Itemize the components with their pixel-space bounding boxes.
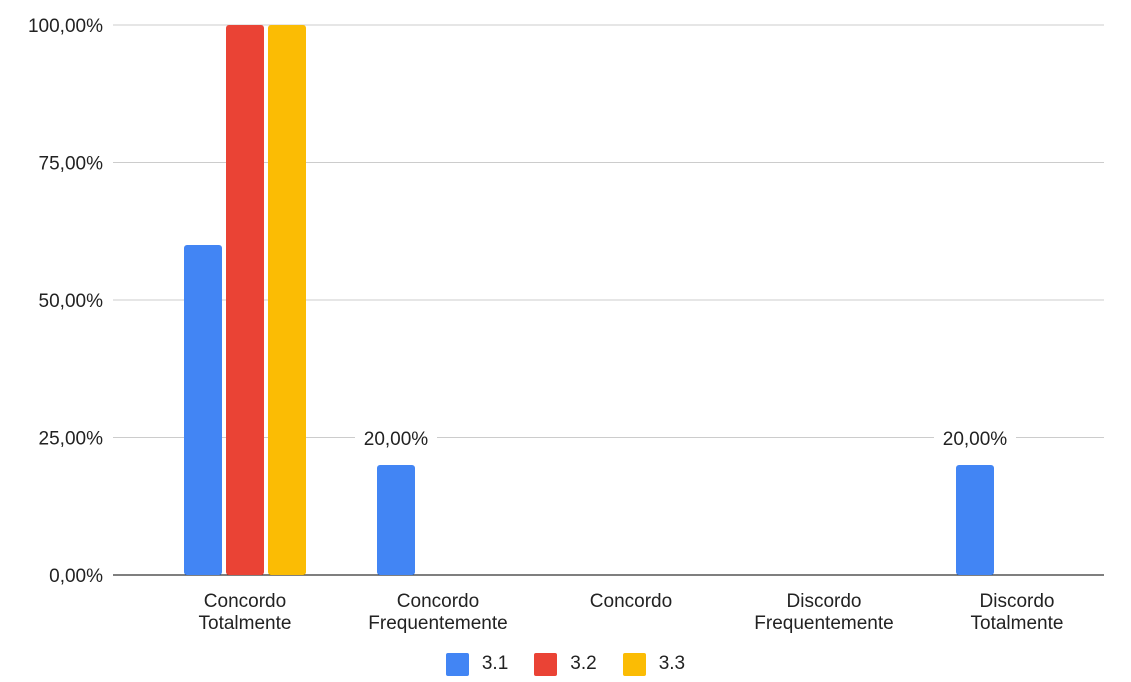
legend: 3.1 3.2 3.3 bbox=[0, 650, 1131, 678]
legend-label: 3.1 bbox=[481, 653, 509, 674]
x-category-label: Concordo Frequentemente bbox=[368, 591, 507, 634]
data-label-bg bbox=[934, 423, 1016, 451]
y-tick-label: 50,00% bbox=[39, 291, 104, 312]
data-label-bg bbox=[355, 423, 437, 451]
data-label: 20,00% bbox=[943, 429, 1008, 450]
x-category-label: Concordo bbox=[590, 591, 672, 612]
y-tick-label: 0,00% bbox=[49, 566, 103, 587]
bar-chart: 0,00%25,00%50,00%75,00%100,00% 20,00% 20,… bbox=[28, 16, 1104, 634]
x-category-label: Concordo Totalmente bbox=[199, 591, 292, 634]
data-label: 20,00% bbox=[364, 429, 429, 450]
y-tick-label: 100,00% bbox=[28, 16, 103, 37]
legend-label: 3.3 bbox=[658, 653, 686, 674]
bar-3-1 bbox=[377, 465, 415, 575]
data-labels: 20,00% 20,00% bbox=[355, 423, 1016, 451]
legend-swatch bbox=[622, 652, 646, 676]
bar-3-1 bbox=[184, 245, 222, 575]
legend-swatch bbox=[445, 652, 469, 676]
bar-3-3 bbox=[268, 25, 306, 575]
y-axis-ticks: 0,00% 25,00% 50,00% 75,00% 100,00% bbox=[28, 16, 103, 587]
legend-swatch bbox=[534, 652, 558, 676]
x-category-label: Discordo Totalmente bbox=[971, 591, 1064, 634]
y-tick-label: 25,00% bbox=[39, 429, 104, 450]
legend-item: 3.1 bbox=[445, 652, 509, 676]
x-axis-categories: Concordo Totalmente Concordo Frequentemente… bbox=[199, 591, 1064, 634]
x-category-label: Discordo Frequentemente bbox=[754, 591, 893, 634]
legend-item: 3.3 bbox=[622, 652, 686, 676]
y-tick-label: 75,00% bbox=[39, 154, 104, 175]
legend-label: 3.2 bbox=[570, 653, 597, 674]
bar-3-2 bbox=[226, 25, 264, 575]
bars bbox=[184, 25, 994, 575]
legend-item: 3.2 bbox=[534, 652, 597, 676]
bar-3-1 bbox=[956, 465, 994, 575]
